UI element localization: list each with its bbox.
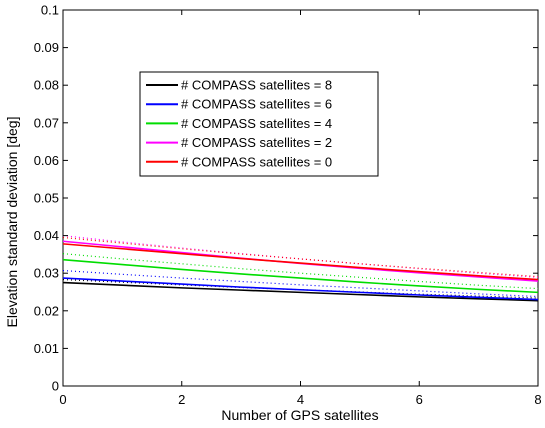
y-tick-label: 0.04 [34, 228, 59, 243]
legend-label: # COMPASS satellites = 6 [181, 97, 332, 112]
y-tick-label: 0.01 [34, 341, 59, 356]
y-tick-label: 0.06 [34, 153, 59, 168]
legend-label: # COMPASS satellites = 2 [181, 135, 332, 150]
x-tick-label: 8 [534, 392, 541, 407]
x-tick-label: 2 [178, 392, 185, 407]
legend-label: # COMPASS satellites = 4 [181, 116, 332, 131]
legend: # COMPASS satellites = 8 # COMPASS satell… [139, 71, 379, 177]
y-tick-label: 0.09 [34, 40, 59, 55]
y-tick-label: 0 [52, 379, 59, 394]
x-tick-label: 4 [297, 392, 304, 407]
y-tick-label: 0.07 [34, 115, 59, 130]
y-tick-label: 0.02 [34, 303, 59, 318]
y-axis-ticks: 0 0.01 0.02 0.03 0.04 0.05 0.06 0.07 0.08 0.09 0.1 [34, 3, 538, 394]
y-axis-label: Elevation standard deviation [deg] [4, 117, 20, 328]
legend-label: # COMPASS satellites = 8 [181, 78, 332, 93]
x-axis-label: Number of GPS satellites [221, 407, 378, 423]
x-tick-label: 6 [416, 392, 423, 407]
y-tick-label: 0.05 [34, 191, 59, 206]
legend-label: # COMPASS satellites = 0 [181, 154, 332, 169]
legend-box [139, 71, 379, 177]
series-line-4 [62, 243, 539, 281]
y-tick-label: 0.03 [34, 266, 59, 281]
x-axis-ticks: 0 2 4 6 8 [59, 10, 542, 407]
y-tick-label: 0.08 [34, 78, 59, 93]
series-dotted-line-1 [62, 269, 539, 298]
series-line-1 [62, 277, 539, 301]
series-dotted-line-0 [62, 278, 539, 299]
series-line-2 [62, 258, 539, 294]
x-tick-label: 0 [59, 392, 66, 407]
series-line-0 [62, 281, 539, 302]
y-tick-label: 0.1 [41, 3, 59, 18]
